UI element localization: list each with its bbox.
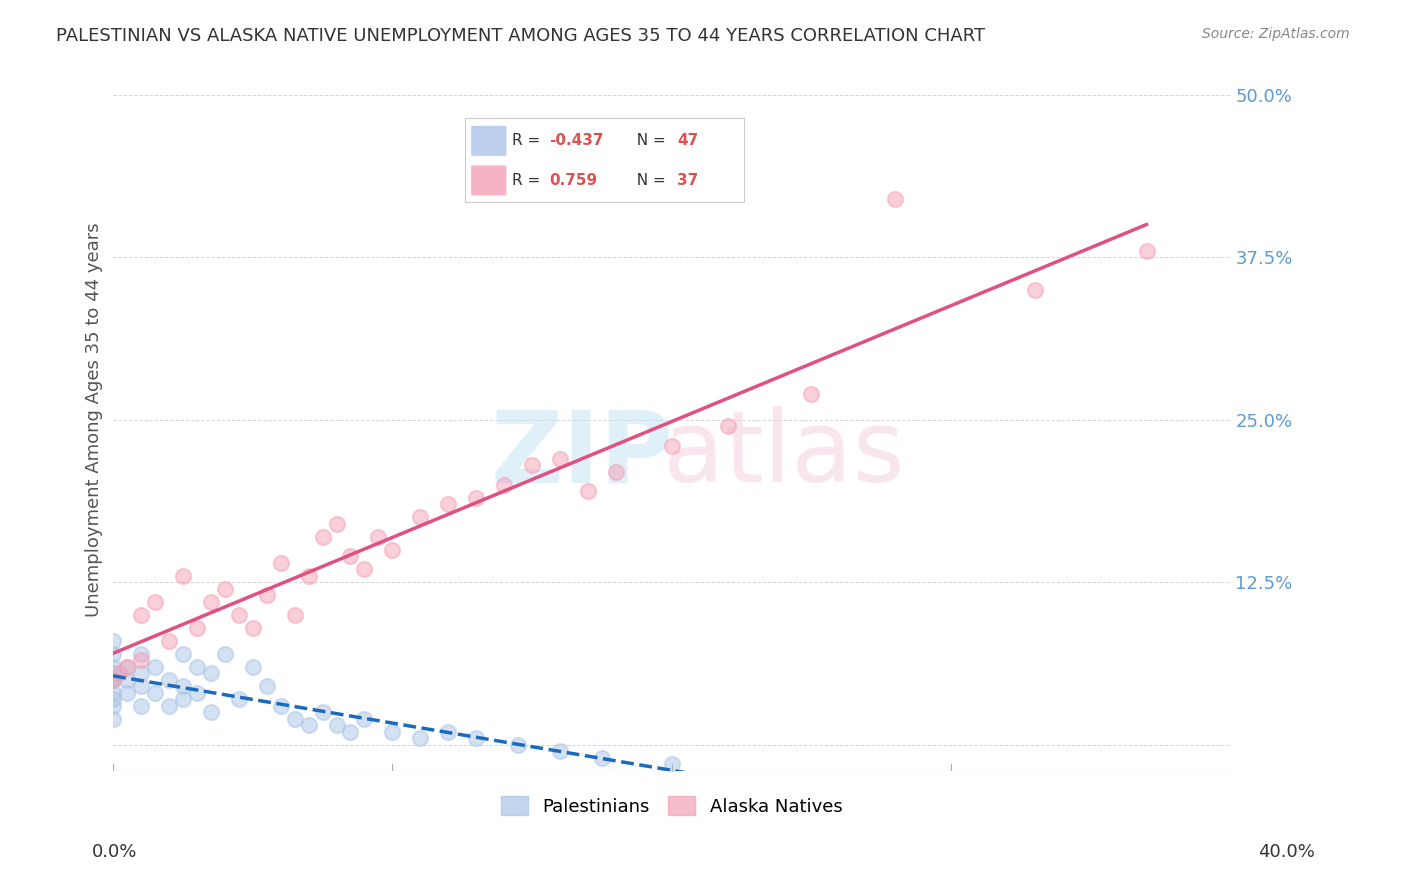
Point xyxy=(129,607,152,622)
Y-axis label: Unemployment Among Ages 35 to 44 years: Unemployment Among Ages 35 to 44 years xyxy=(86,222,103,617)
Point xyxy=(437,497,460,511)
Point xyxy=(297,718,319,732)
Text: ZIP: ZIP xyxy=(491,406,673,503)
Point xyxy=(242,659,264,673)
Point xyxy=(409,731,432,746)
Point xyxy=(101,673,124,687)
Text: 0.0%: 0.0% xyxy=(91,843,136,861)
Point xyxy=(325,718,347,732)
Point xyxy=(157,698,180,713)
Legend: Palestinians, Alaska Natives: Palestinians, Alaska Natives xyxy=(492,788,852,825)
Point xyxy=(101,673,124,687)
Point xyxy=(129,653,152,667)
Point xyxy=(186,659,208,673)
Point xyxy=(143,659,166,673)
Point xyxy=(311,530,333,544)
Point xyxy=(339,724,361,739)
Point xyxy=(242,621,264,635)
Point xyxy=(353,712,375,726)
Point xyxy=(256,588,278,602)
Point xyxy=(325,516,347,531)
Point xyxy=(284,607,307,622)
Point xyxy=(200,594,222,608)
Point xyxy=(228,692,250,706)
Point xyxy=(1135,244,1157,258)
Point xyxy=(353,562,375,576)
Point xyxy=(256,679,278,693)
Point xyxy=(143,594,166,608)
Point xyxy=(465,491,488,505)
Point xyxy=(716,419,738,434)
Point xyxy=(228,607,250,622)
Point xyxy=(214,582,236,596)
Point xyxy=(101,647,124,661)
Point xyxy=(605,465,627,479)
Point xyxy=(1024,283,1046,297)
Point xyxy=(409,510,432,524)
Point xyxy=(548,744,571,758)
Point xyxy=(101,659,124,673)
Point xyxy=(381,542,404,557)
Point xyxy=(591,750,613,764)
Point xyxy=(661,757,683,772)
Point xyxy=(101,712,124,726)
Point xyxy=(200,666,222,681)
Point xyxy=(186,621,208,635)
Point xyxy=(101,666,124,681)
Point xyxy=(101,692,124,706)
Point xyxy=(506,738,529,752)
Point xyxy=(297,568,319,582)
Text: atlas: atlas xyxy=(662,406,904,503)
Point xyxy=(214,647,236,661)
Point xyxy=(129,666,152,681)
Point xyxy=(270,556,292,570)
Point xyxy=(661,439,683,453)
Point xyxy=(115,673,138,687)
Point xyxy=(437,724,460,739)
Point xyxy=(494,477,516,491)
Point xyxy=(576,484,599,499)
Point xyxy=(465,731,488,746)
Point xyxy=(101,686,124,700)
Point xyxy=(115,686,138,700)
Point xyxy=(311,705,333,719)
Point xyxy=(520,458,543,472)
Text: Source: ZipAtlas.com: Source: ZipAtlas.com xyxy=(1202,27,1350,41)
Point xyxy=(143,686,166,700)
Point xyxy=(172,647,194,661)
Point xyxy=(172,679,194,693)
Text: PALESTINIAN VS ALASKA NATIVE UNEMPLOYMENT AMONG AGES 35 TO 44 YEARS CORRELATION : PALESTINIAN VS ALASKA NATIVE UNEMPLOYMEN… xyxy=(56,27,986,45)
Point xyxy=(157,633,180,648)
Point xyxy=(129,698,152,713)
Point xyxy=(548,451,571,466)
Text: 40.0%: 40.0% xyxy=(1258,843,1315,861)
Point xyxy=(800,386,823,401)
Point xyxy=(381,724,404,739)
Point xyxy=(101,673,124,687)
Point xyxy=(367,530,389,544)
Point xyxy=(115,659,138,673)
Point xyxy=(172,568,194,582)
Point xyxy=(172,692,194,706)
Point xyxy=(101,698,124,713)
Point xyxy=(884,192,907,206)
Point xyxy=(115,659,138,673)
Point xyxy=(186,686,208,700)
Point xyxy=(129,647,152,661)
Point xyxy=(101,633,124,648)
Point xyxy=(339,549,361,563)
Point xyxy=(107,666,129,681)
Point xyxy=(270,698,292,713)
Point xyxy=(200,705,222,719)
Point xyxy=(157,673,180,687)
Point xyxy=(129,679,152,693)
Point xyxy=(284,712,307,726)
